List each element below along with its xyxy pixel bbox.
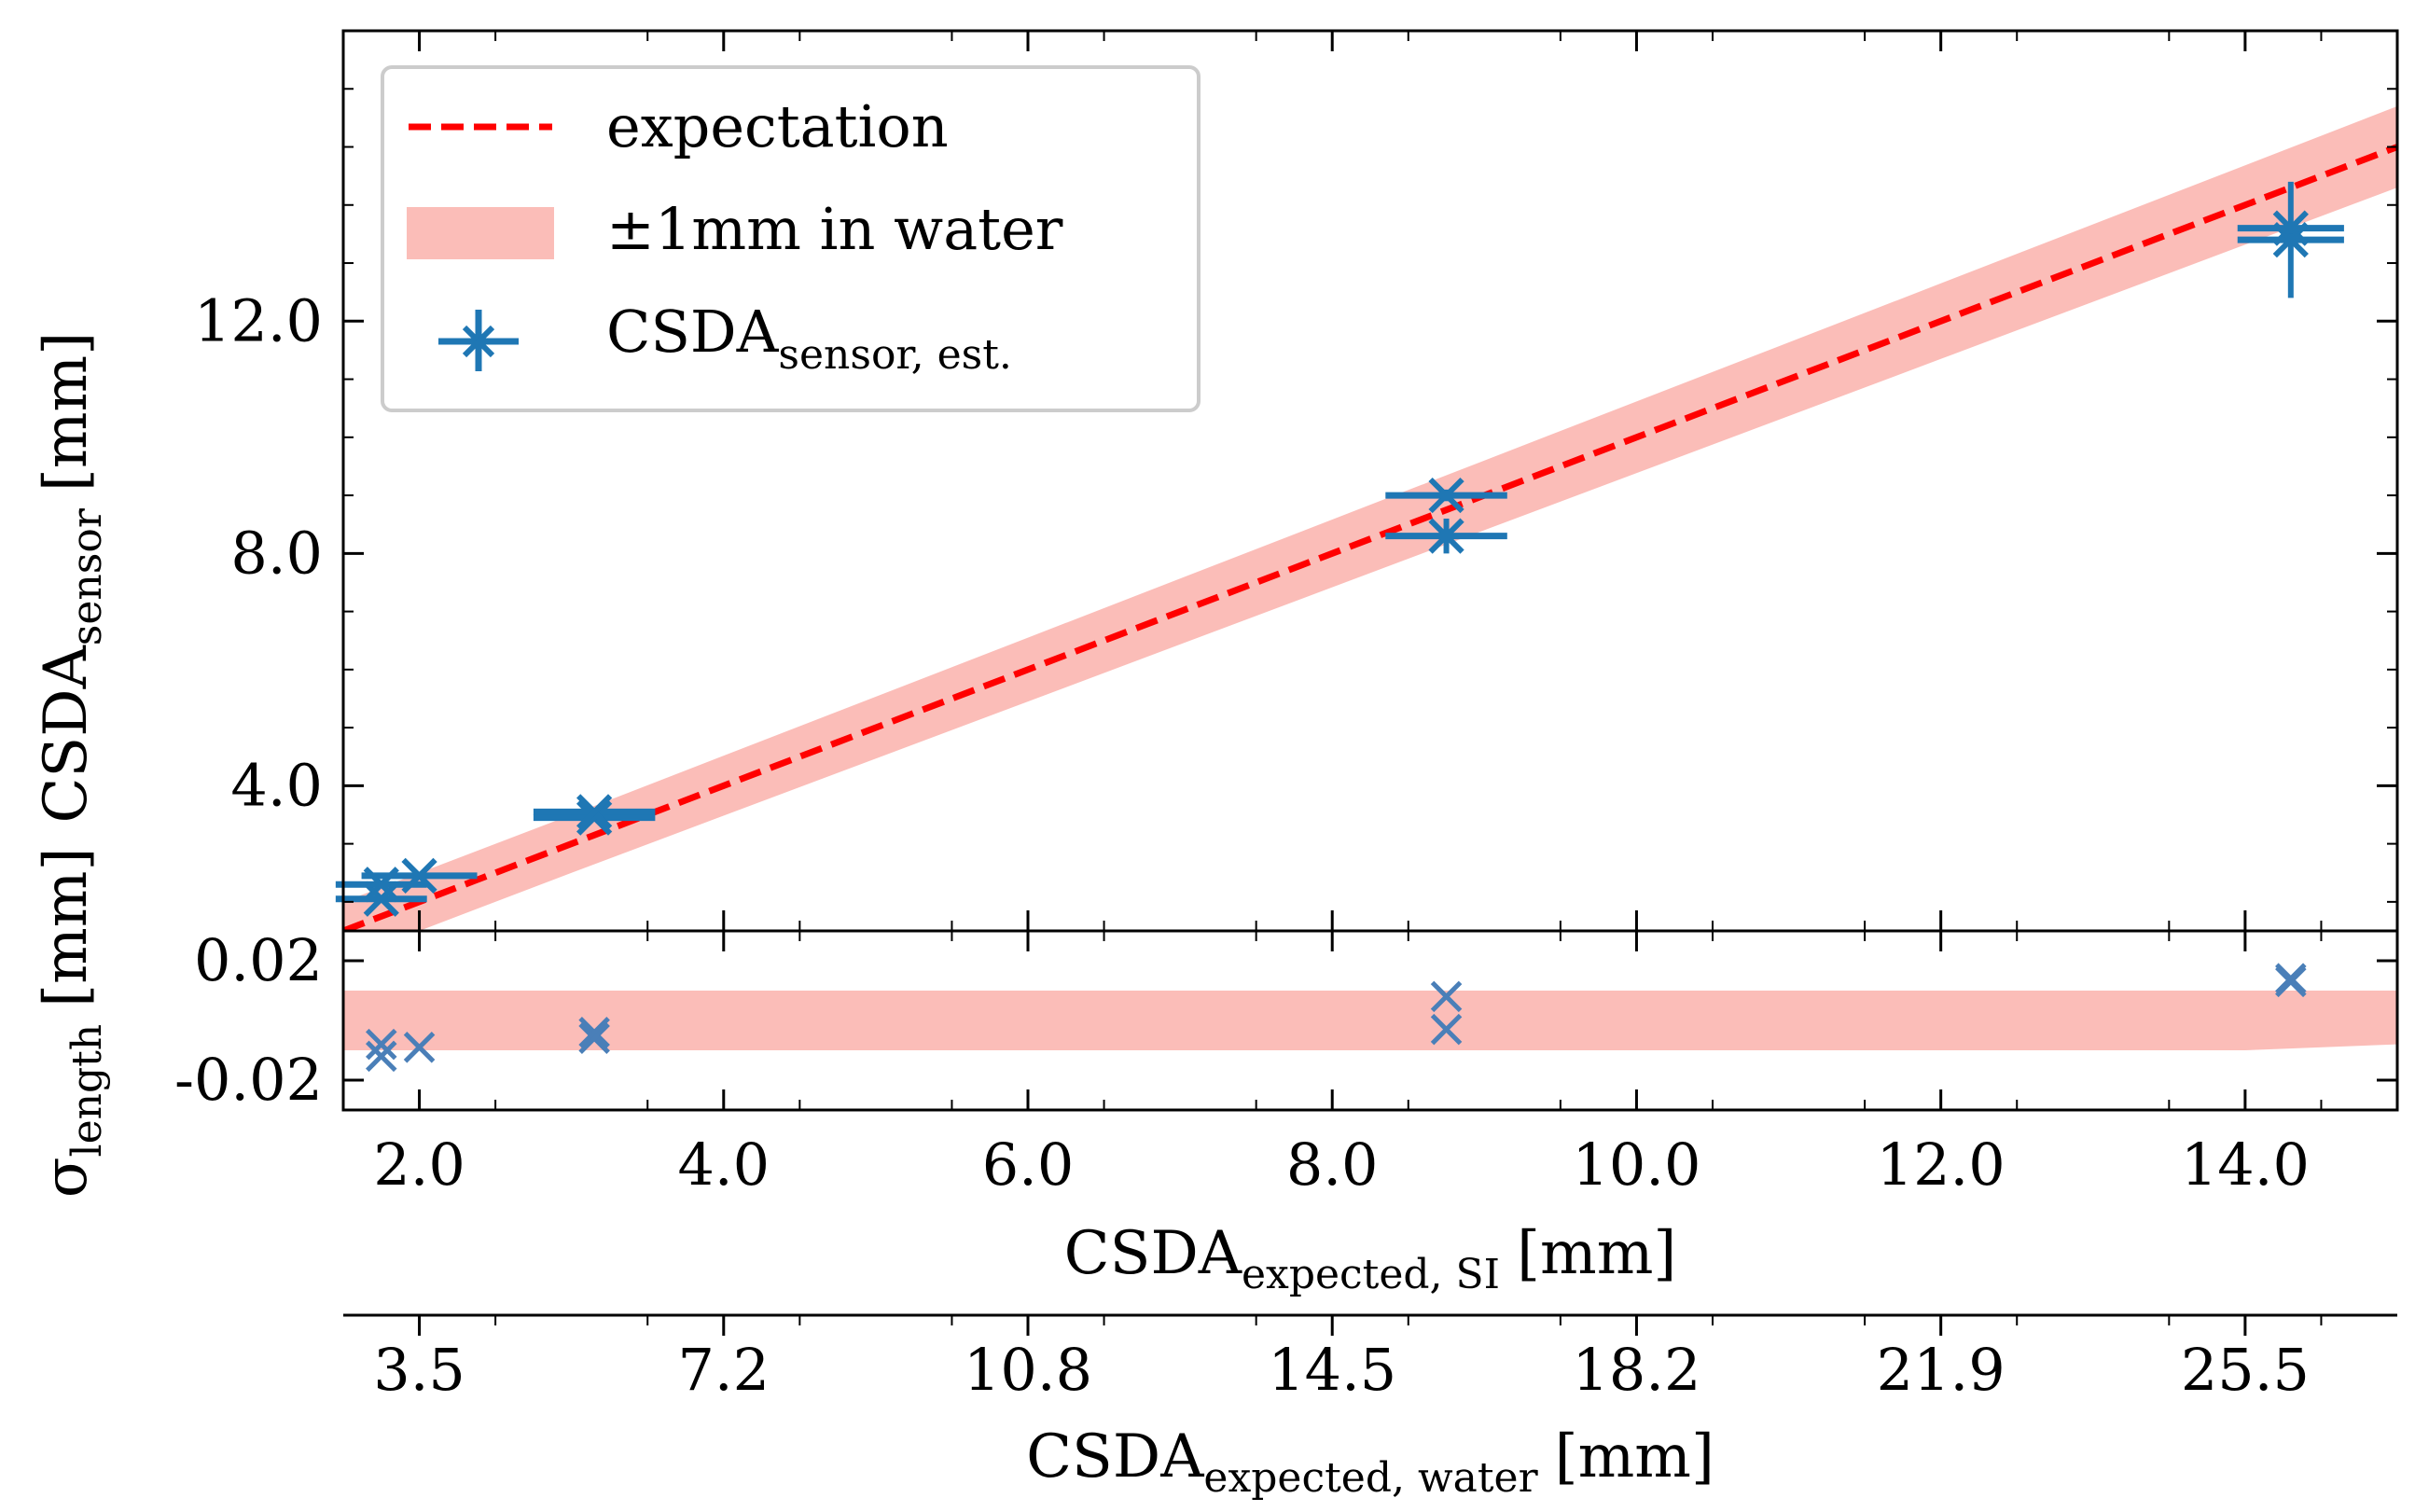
residual-point-marker-b [578,1017,610,1048]
sec-xtick-label: 7.2 [677,1336,770,1404]
y-axis-title-res-unit: [mm] [32,848,101,1007]
main-ytick-label: 4.0 [230,751,323,819]
main-points-layer [335,181,2344,917]
y-axis-title-main-sub: sensor [63,507,111,645]
sec-xticks-layer: 3.5 7.2 10.8 14.5 18.2 21.9 25.5 [373,1315,2323,1404]
residual-point-9 [2275,963,2307,994]
x-axis-title-unit: [mm] [1517,1219,1676,1288]
residual-point-marker-b [366,1040,397,1073]
secondary-x-axis-title-unit: [mm] [1555,1422,1714,1491]
main-band-layer [343,105,2397,931]
data-point-marker-b [1428,477,1464,514]
secondary-axis: 3.5 7.2 10.8 14.5 18.2 21.9 25.5 CSDAexpected,… [343,1313,2397,1502]
y-axis-title: σlength [mm] CSDAsensor [mm] [32,332,111,1198]
expectation-line [343,144,2397,931]
legend-marker-label-sub: sensor, est. [778,331,1012,379]
res-band-layer [343,991,2397,1050]
main-ytick-label: 12.0 [194,286,323,354]
data-point-7 [1385,477,1507,514]
res-xtick-label: 12.0 [1877,1131,2006,1199]
legend-marker-x2 [462,325,495,358]
residual-point-3 [403,1032,436,1063]
data-point-marker-b [576,799,613,836]
res-xticks-layer: 2.0 4.0 6.0 8.0 10.0 12.0 14.0 [373,931,2323,1199]
res-yticks-layer: -0.02 0.02 [174,926,2397,1114]
legend-marker-label: CSDAsensor, est. [606,298,1012,379]
res-xtick-label: 10.0 [1572,1131,1700,1199]
y-axis-title-res-sub: length [63,1024,111,1158]
data-point-3 [361,857,478,894]
x-axis-title-main: CSDA [1064,1219,1242,1288]
data-point-5 [533,794,656,830]
main-uncertainty-band [343,105,2397,931]
residual-point-marker-b [403,1032,436,1063]
legend-expectation-label: expectation [606,92,949,160]
sec-xtick-label: 25.5 [2181,1336,2310,1404]
residual-point-marker-b [578,1022,610,1054]
res-xtick-label: 6.0 [982,1131,1075,1199]
main-yticks-layer: 4.0 8.0 12.0 [194,30,2397,903]
secondary-x-axis-title-main: CSDA [1026,1422,1204,1491]
sec-xtick-label: 21.9 [1877,1336,2006,1404]
residual-panel: -0.02 0.02 2.0 4.0 6.0 8.0 10.0 12.0 14.0 CSDAe… [174,926,2399,1298]
residual-point-1 [366,1028,397,1061]
data-point-marker-b [576,794,613,830]
y-axis-title-res-main: σ [32,1157,101,1198]
residual-point-marker-b [1430,1013,1463,1046]
data-point-1 [335,881,427,917]
x-axis-title-sub: expected, SI [1242,1251,1500,1298]
data-point-9 [2237,210,2344,246]
sec-xtick-label: 10.8 [964,1336,1092,1404]
res-xtick-label: 4.0 [677,1131,770,1199]
res-xtick-label: 2.0 [373,1131,465,1199]
residual-point-4 [578,1017,610,1048]
residual-point-6 [1430,980,1463,1013]
main-ytick-label: 8.0 [230,519,323,587]
sec-xtick-label: 3.5 [373,1336,465,1404]
legend-marker-label-main: CSDA [606,298,780,366]
y-axis-title-main-main: CSDA [32,645,101,823]
data-point-marker-b [363,881,399,917]
data-point-marker-b [2272,210,2309,246]
main-panel: 4.0 8.0 12.0 expectation ±1mm in water CSD… [194,29,2399,933]
x-axis-title: CSDAexpected, SI [mm] [1064,1219,1677,1298]
residual-point-2 [366,1040,397,1073]
secondary-x-axis-title: CSDAexpected, water [mm] [1026,1422,1714,1502]
residual-point-marker-b [366,1028,397,1061]
res-xtick-label: 8.0 [1286,1131,1379,1199]
main-xticks-layer [418,31,2323,931]
sec-xtick-label: 14.5 [1268,1336,1396,1404]
residual-plot-frame [341,929,2399,1112]
residual-point-7 [1430,1013,1463,1046]
data-point-marker-b [1428,518,1464,554]
res-points-layer [366,963,2307,1073]
legend-marker-swatch [438,310,519,371]
residual-point-marker-b [1430,980,1463,1013]
residual-point-marker-b [2275,963,2307,994]
data-point-marker-b [401,857,437,894]
main-expectation-layer [343,144,2397,931]
res-xtick-label: 14.0 [2181,1131,2310,1199]
residual-point-5 [578,1022,610,1054]
sec-xtick-label: 18.2 [1572,1336,1700,1404]
legend-band-label: ±1mm in water [606,195,1063,263]
residual-band [343,991,2397,1050]
legend-frame [381,65,1201,412]
secondary-x-axis-title-sub: expected, water [1203,1454,1538,1502]
legend-band-swatch [407,207,554,259]
data-point-4 [533,799,656,836]
res-ytick-label: 0.02 [194,926,323,994]
data-point-6 [1385,518,1507,554]
res-ytick-label: -0.02 [174,1046,323,1114]
y-axis-title-main-unit: [mm] [32,332,101,492]
legend: expectation ±1mm in water CSDAsensor, es… [381,65,1201,412]
